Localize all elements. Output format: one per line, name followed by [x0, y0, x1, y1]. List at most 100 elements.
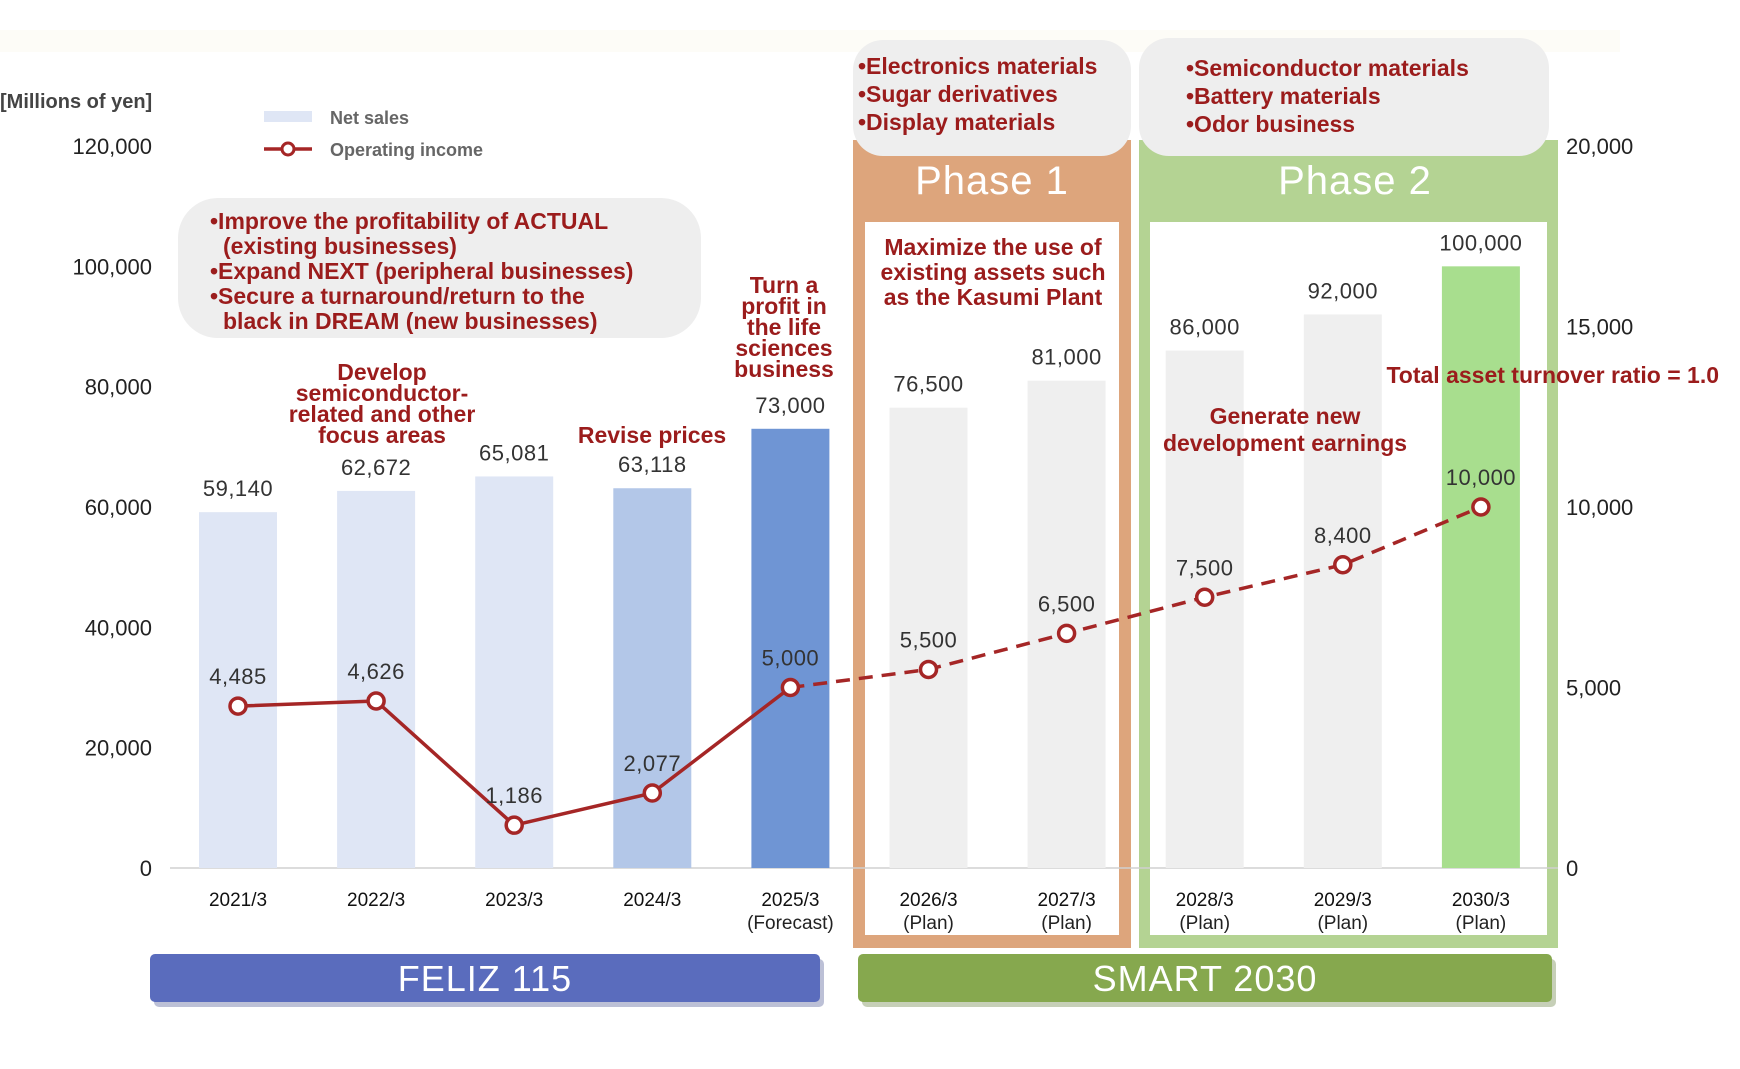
smart-plan-title: SMART 2030	[1093, 958, 1318, 999]
feliz-goal-line-5: black in DREAM (new businesses)	[223, 308, 597, 334]
net-sales-bar	[751, 428, 830, 868]
feliz-goal-line-3: •Expand NEXT (peripheral businesses)	[210, 258, 633, 284]
phase1-items-callout: •Electronics materials •Sugar derivative…	[853, 40, 1131, 156]
net-sales-bar	[1441, 266, 1520, 868]
x-category-label: 2030/3	[1452, 890, 1510, 911]
net-sales-value-label: 59,140	[203, 476, 273, 501]
feliz-goal-line-1: •Improve the profitability of ACTUAL	[210, 208, 608, 234]
phase1-item-3: •Display materials	[858, 109, 1055, 135]
operating-income-value-label: 10,000	[1446, 465, 1516, 490]
net-sales-bar	[613, 488, 692, 868]
x-category-label: 2024/3	[623, 890, 681, 911]
x-category-sublabel: (Plan)	[1041, 913, 1092, 934]
operating-income-value-label: 6,500	[1038, 591, 1096, 616]
develop-line-1: Develop	[337, 359, 426, 385]
net-sales-value-label: 76,500	[893, 372, 963, 397]
operating-income-value-labels: 4,485 4,626 1,186 2,077 5,000 5,500 6,500 7,500…	[209, 465, 1516, 808]
phase1-item-1: •Electronics materials	[858, 53, 1097, 79]
net-sales-value-label: 92,000	[1308, 278, 1378, 303]
x-category-label: 2026/3	[899, 890, 957, 911]
net-sales-value-label: 81,000	[1031, 345, 1101, 370]
feliz-plan-title: FELIZ 115	[398, 958, 572, 999]
feliz-goals-callout: •Improve the profitability of ACTUAL (ex…	[178, 198, 701, 338]
net-sales-value-label: 100,000	[1439, 230, 1522, 255]
feliz-plan-bar: FELIZ 115	[150, 954, 824, 1007]
x-category-sublabel: (Plan)	[1456, 913, 1507, 934]
develop-line-4: focus areas	[318, 422, 446, 448]
x-category-sublabel: (Plan)	[1179, 913, 1230, 934]
generate-line-1: Generate new	[1210, 403, 1361, 429]
maximize-line-2: existing assets such	[881, 259, 1106, 285]
x-category-label: 2025/3	[761, 890, 819, 911]
phase1-item-2: •Sugar derivatives	[858, 81, 1058, 107]
net-sales-value-label: 62,672	[341, 455, 411, 480]
net-sales-value-label: 63,118	[618, 452, 687, 477]
phase2-item-1: •Semiconductor materials	[1186, 55, 1469, 81]
net-sales-value-labels: 59,140 62,672 65,081 63,118 73,000 76,500 81,0…	[203, 230, 1522, 501]
operating-income-line	[228, 497, 1491, 835]
operating-income-value-label: 1,186	[485, 783, 543, 808]
net-sales-value-label: 86,000	[1170, 315, 1240, 340]
net-sales-value-label: 73,000	[755, 393, 825, 418]
feliz-plan-bg	[150, 954, 820, 1002]
operating-income-value-label: 8,400	[1314, 523, 1372, 548]
revise-prices-annotation: Revise prices	[578, 422, 726, 448]
unit-label: [Millions of yen]	[0, 91, 152, 113]
legend-swatch-net-sales	[264, 111, 312, 122]
operating-income-point	[1056, 623, 1077, 644]
operating-income-point	[1471, 497, 1491, 517]
operating-income-point	[504, 815, 524, 835]
operating-income-point	[228, 696, 248, 716]
net-sales-bar	[889, 407, 968, 868]
left-axis-tick: 120,000	[72, 134, 152, 159]
phase1-title: Phase 1	[915, 159, 1069, 203]
phase2-items-bg	[1139, 38, 1549, 156]
generate-line-2: development earnings	[1163, 430, 1407, 456]
net-sales-bar	[337, 490, 416, 868]
phase1-items-bg	[853, 40, 1131, 156]
feliz-goal-line-2: (existing businesses)	[223, 233, 457, 259]
left-axis-tick: 0	[140, 856, 152, 881]
phase2-item-2: •Battery materials	[1186, 83, 1381, 109]
operating-income-point	[366, 691, 386, 711]
x-category-label: 2022/3	[347, 890, 405, 911]
left-axis-tick: 100,000	[72, 254, 152, 279]
left-axis-tick: 60,000	[85, 495, 152, 520]
net-sales-bar	[199, 512, 277, 868]
smart-plan-bar: SMART 2030	[858, 954, 1556, 1007]
left-axis-tick: 20,000	[85, 736, 152, 761]
left-axis-tick: 40,000	[85, 615, 152, 640]
operating-income-plan-line	[790, 505, 1482, 690]
operating-income-value-label: 5,500	[900, 627, 958, 652]
maximize-annotation: Maximize the use of existing assets such…	[881, 234, 1106, 310]
operating-income-value-label: 5,000	[762, 646, 820, 671]
develop-line-2: semiconductor-	[296, 380, 469, 406]
x-axis-labels: 2021/3 2022/3 2023/3 2024/3 2025/3(Forecast)…	[209, 890, 1510, 934]
operating-income-point	[1333, 555, 1353, 575]
left-axis-tick: 80,000	[85, 375, 152, 400]
feliz-goal-line-4: •Secure a turnaround/return to the	[210, 283, 585, 309]
develop-line-3: related and other	[289, 401, 476, 427]
turnover-annotation: Total asset turnover ratio = 1.0	[1386, 362, 1719, 388]
phase2-item-3: •Odor business	[1186, 111, 1355, 137]
left-axis: 0 20,000 40,000 60,000 80,000 100,000 120,000	[72, 134, 152, 881]
operating-income-value-label: 2,077	[624, 751, 682, 776]
turn-profit-line-4: sciences	[735, 335, 832, 361]
right-axis: 0 5,000 10,000 15,000 20,000	[1566, 134, 1633, 881]
operating-income-point	[918, 659, 939, 680]
right-axis-tick: 0	[1566, 856, 1578, 881]
right-axis-tick: 5,000	[1566, 676, 1621, 701]
net-sales-bars	[199, 266, 1520, 869]
net-sales-bar	[475, 476, 554, 868]
turn-profit-line-3: the life	[747, 314, 821, 340]
operating-income-value-label: 4,626	[347, 659, 405, 684]
x-category-sublabel: (Plan)	[1317, 913, 1368, 934]
legend: Net sales Operating income	[264, 108, 483, 160]
operating-income-point	[780, 677, 801, 698]
turn-profit-line-1: Turn a	[750, 272, 819, 298]
maximize-line-3: as the Kasumi Plant	[884, 284, 1103, 310]
smart-plan-bg	[858, 954, 1552, 1002]
operating-income-point	[642, 783, 663, 803]
